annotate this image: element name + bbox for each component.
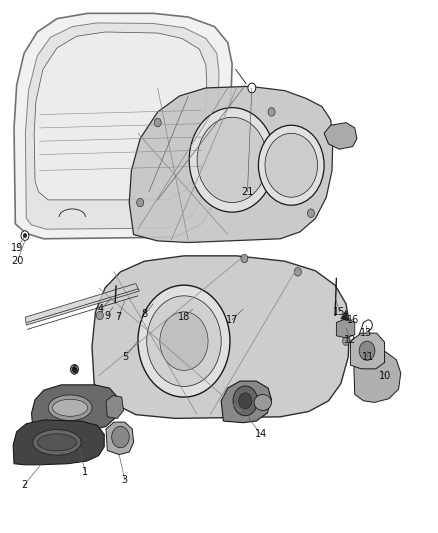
Circle shape: [258, 125, 324, 205]
Text: 4: 4: [98, 304, 104, 314]
Text: 3: 3: [122, 475, 128, 484]
Circle shape: [147, 296, 221, 386]
Circle shape: [241, 254, 248, 263]
Polygon shape: [350, 333, 385, 369]
Circle shape: [189, 108, 275, 212]
Circle shape: [72, 367, 77, 372]
Circle shape: [71, 365, 78, 374]
Circle shape: [160, 312, 208, 370]
Circle shape: [23, 233, 27, 238]
Text: 5: 5: [122, 352, 128, 362]
Polygon shape: [14, 13, 232, 239]
Circle shape: [21, 231, 29, 240]
Polygon shape: [221, 381, 272, 423]
Polygon shape: [25, 23, 219, 229]
Polygon shape: [92, 256, 350, 418]
Text: 6: 6: [71, 366, 78, 375]
Circle shape: [265, 133, 318, 197]
Circle shape: [248, 83, 256, 93]
Polygon shape: [324, 123, 357, 149]
Text: 1: 1: [82, 467, 88, 477]
Polygon shape: [336, 319, 355, 338]
Polygon shape: [106, 422, 134, 455]
Polygon shape: [129, 86, 333, 243]
Circle shape: [359, 341, 375, 360]
Text: 14: 14: [254, 430, 267, 439]
Polygon shape: [13, 420, 104, 465]
Text: 16: 16: [346, 315, 359, 325]
Circle shape: [197, 117, 267, 203]
Polygon shape: [341, 310, 348, 321]
Polygon shape: [106, 395, 124, 418]
Text: 8: 8: [141, 310, 148, 319]
Text: 19: 19: [11, 243, 24, 253]
Text: 12: 12: [344, 335, 357, 344]
Circle shape: [268, 108, 275, 116]
Circle shape: [239, 393, 252, 409]
Ellipse shape: [33, 430, 81, 455]
Text: 17: 17: [226, 315, 238, 325]
Ellipse shape: [37, 434, 77, 451]
Circle shape: [138, 285, 230, 397]
Text: 10: 10: [379, 371, 392, 381]
Text: 20: 20: [11, 256, 24, 266]
Text: 11: 11: [362, 352, 374, 362]
Circle shape: [233, 386, 258, 416]
Ellipse shape: [53, 399, 88, 416]
Text: 13: 13: [360, 328, 372, 338]
Text: 21: 21: [241, 187, 254, 197]
Circle shape: [112, 426, 129, 448]
Polygon shape: [32, 385, 118, 432]
Circle shape: [96, 311, 103, 320]
Ellipse shape: [48, 395, 92, 421]
Text: 15: 15: [333, 307, 346, 317]
Polygon shape: [354, 351, 401, 402]
Ellipse shape: [254, 394, 272, 410]
Circle shape: [307, 209, 314, 217]
Text: 2: 2: [21, 480, 27, 490]
Text: 7: 7: [115, 312, 121, 322]
Text: 18: 18: [178, 312, 190, 322]
Polygon shape: [25, 284, 139, 325]
Circle shape: [154, 118, 161, 127]
Circle shape: [137, 198, 144, 207]
Circle shape: [294, 268, 301, 276]
Text: 9: 9: [104, 311, 110, 320]
Circle shape: [343, 337, 350, 345]
Polygon shape: [34, 32, 207, 200]
